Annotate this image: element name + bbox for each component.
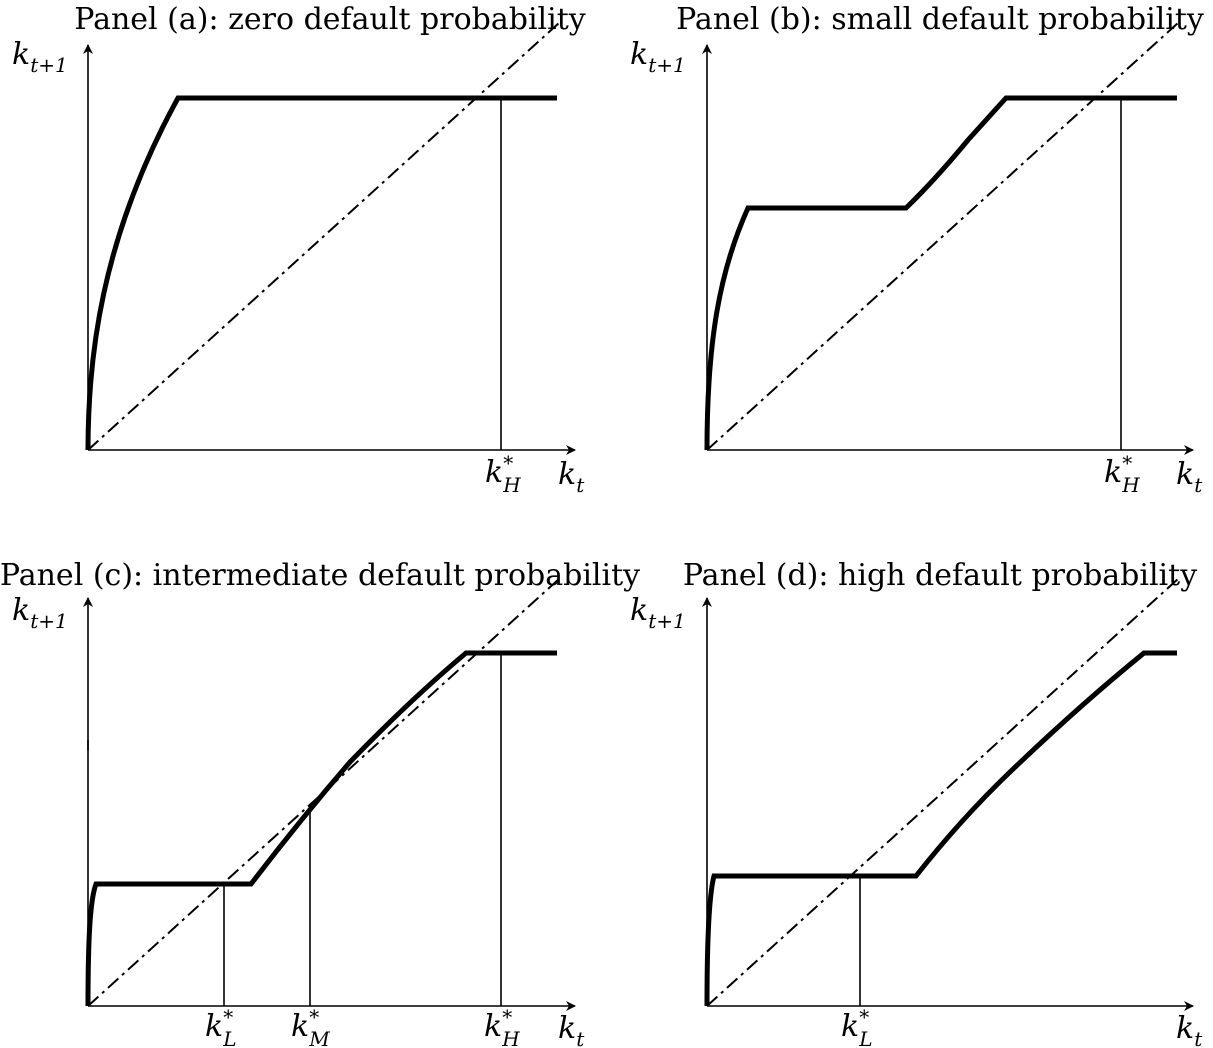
panel-b-policy-curve xyxy=(704,95,1177,451)
panel-b-45-degree-line xyxy=(706,21,1180,451)
panel-b: Panel (b): small default probability kt+… xyxy=(630,2,1204,497)
panel-c-kL-label: k* L xyxy=(205,1005,236,1048)
panel-d-y-label: kt+1 xyxy=(630,593,686,633)
panel-c-kH-label: k* H xyxy=(484,1005,520,1048)
panel-c: Panel (c): intermediate default probabil… xyxy=(0,558,640,1048)
panel-d-45-degree-line xyxy=(706,577,1180,1007)
panel-d-title: Panel (d): high default probability xyxy=(683,558,1197,593)
panel-d: Panel (d): high default probability kt+1… xyxy=(630,558,1203,1048)
panel-c-policy-curve xyxy=(85,650,557,1007)
panel-d-kL-label: k* L xyxy=(841,1005,872,1048)
panel-c-kM-label: k* M xyxy=(291,1005,330,1048)
panel-b-y-label: kt+1 xyxy=(630,37,686,77)
panel-b-title: Panel (b): small default probability xyxy=(676,2,1204,37)
panel-a-45-degree-line xyxy=(87,21,561,451)
panel-a: Panel (a): zero default probability kt+1… xyxy=(12,2,586,497)
panel-d-x-label: kt xyxy=(1176,1011,1203,1048)
panel-a-title: Panel (a): zero default probability xyxy=(74,2,586,37)
panel-a-policy-curve xyxy=(85,95,557,451)
panel-b-x-label: kt xyxy=(1176,457,1203,497)
panel-c-x-label: kt xyxy=(558,1011,585,1048)
panel-c-y-label: kt+1 xyxy=(12,593,68,633)
panel-a-x-label: kt xyxy=(558,457,585,497)
panel-d-policy-curve xyxy=(704,650,1177,1007)
panel-b-kH-label: k* H xyxy=(1104,451,1140,497)
panel-c-title: Panel (c): intermediate default probabil… xyxy=(0,558,640,593)
panel-a-y-label: kt+1 xyxy=(12,37,68,77)
panel-a-kH-label: k* H xyxy=(485,451,521,497)
